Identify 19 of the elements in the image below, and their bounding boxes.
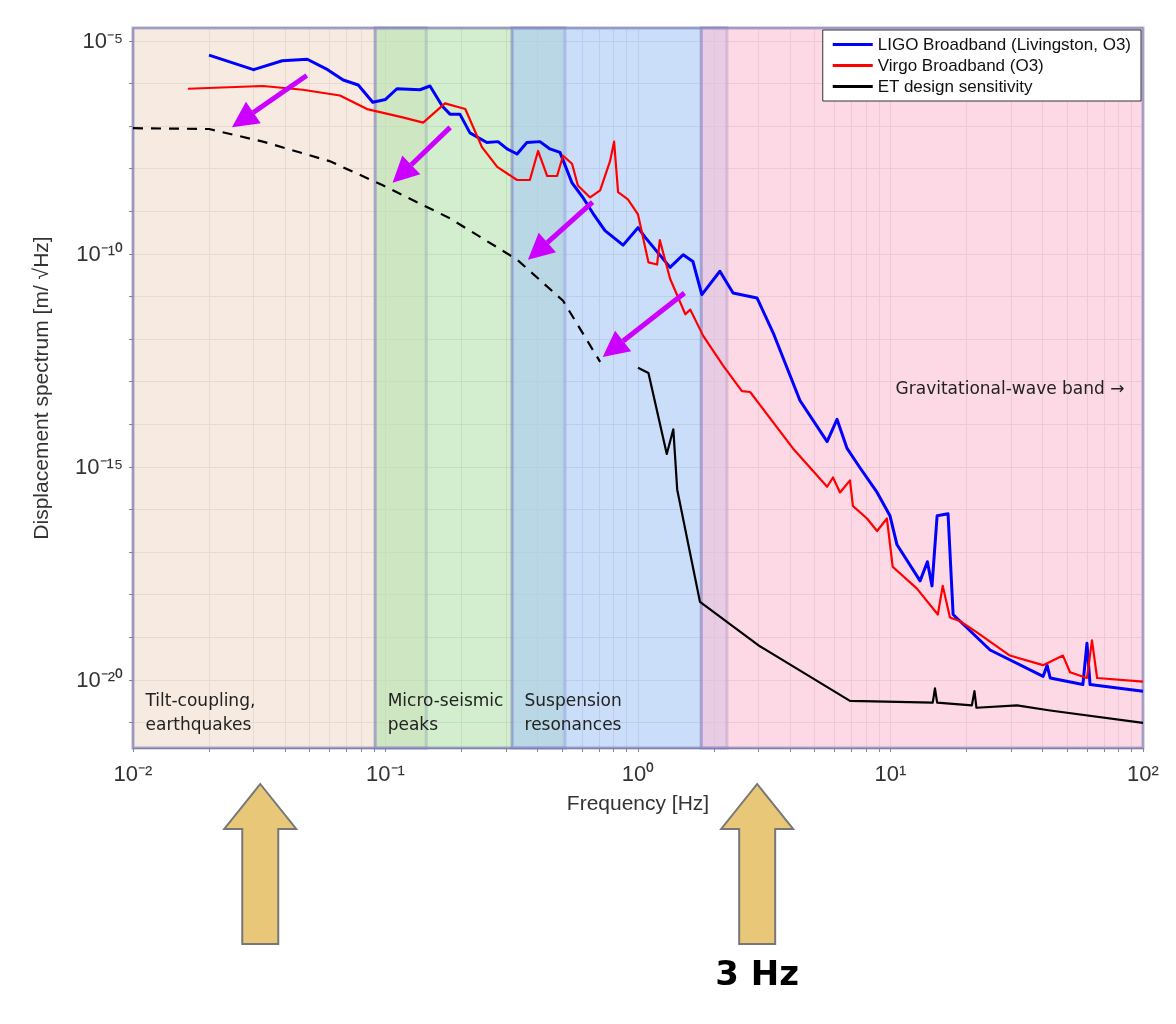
y-tick-label: 10⁻¹⁵ — [75, 454, 123, 480]
legend-label: ET design sensitivity — [877, 77, 1033, 96]
x-tick-label: 10⁻² — [113, 760, 153, 786]
x-tick-label: 10⁻¹ — [366, 760, 405, 786]
y-tick-label: 10⁻⁵ — [82, 28, 123, 54]
legend-label: Virgo Broadband (O3) — [877, 56, 1044, 75]
x-tick-label: 10¹ — [874, 760, 907, 786]
legend-label: LIGO Broadband (Livingston, O3) — [877, 35, 1131, 54]
band-label: Tilt-coupling, earthquakes — [144, 689, 261, 734]
x-axis-title: Frequency [Hz] — [566, 791, 710, 814]
x-tick-label: 10² — [1127, 760, 1159, 786]
band-label: Suspension resonances — [524, 689, 628, 734]
x-tick-label: 10⁰ — [621, 760, 655, 786]
text: 3 Hz — [715, 953, 800, 993]
band-label: Micro-seismic peaks — [387, 689, 509, 734]
y-tick-label: 10⁻¹⁰ — [76, 241, 123, 267]
band-label: Gravitational-wave band → — [895, 378, 1125, 398]
y-tick-label: 10⁻²⁰ — [76, 667, 123, 693]
y-axis-title: Displacement spectrum [m/ √Hz] — [29, 236, 52, 540]
